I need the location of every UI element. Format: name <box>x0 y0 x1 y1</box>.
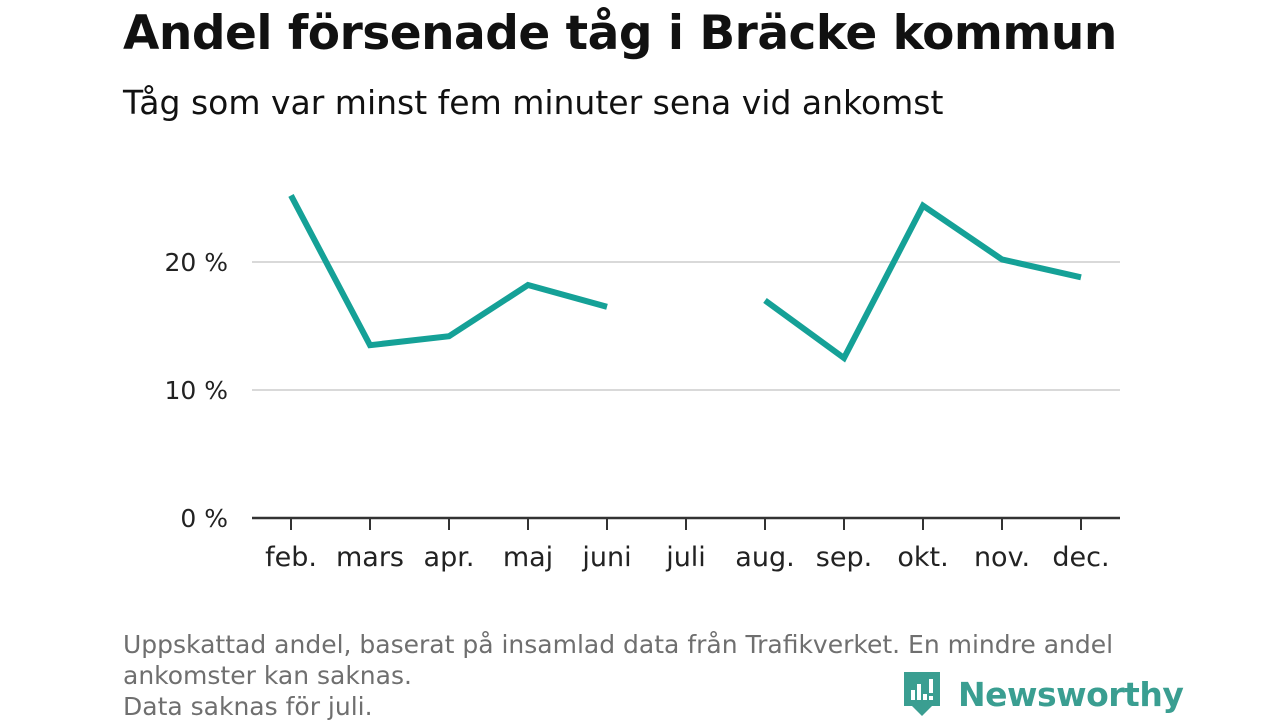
x-tick-label: juli <box>665 542 706 573</box>
x-tick-label: aug. <box>735 542 794 573</box>
footnote-line-2: ankomster kan saknas. <box>123 661 412 690</box>
series-line <box>763 201 1082 363</box>
x-tick-label: dec. <box>1052 542 1109 573</box>
y-tick-label: 10 % <box>164 376 228 405</box>
footnote: Uppskattad andel, baserat på insamlad da… <box>123 629 1163 722</box>
footnote-line-1: Uppskattad andel, baserat på insamlad da… <box>123 630 1114 659</box>
y-tick-label: 20 % <box>164 248 228 277</box>
brand-name: Newsworthy <box>958 674 1184 714</box>
chart-title: Andel försenade tåg i Bräcke kommun <box>123 6 1117 61</box>
newsworthy-logo: Newsworthy <box>902 670 1184 718</box>
x-tick-label: okt. <box>897 542 948 573</box>
x-tick-label: feb. <box>265 542 317 573</box>
y-tick-label: 0 % <box>180 504 228 533</box>
x-tick-label: mars <box>336 542 404 573</box>
chart-subtitle: Tåg som var minst fem minuter sena vid a… <box>123 83 944 122</box>
x-tick-label: apr. <box>424 542 475 573</box>
x-tick-label: nov. <box>974 542 1030 573</box>
newsworthy-logo-icon <box>904 672 940 716</box>
footnote-line-3: Data saknas för juli. <box>123 692 373 721</box>
series-line <box>288 194 608 349</box>
x-tick-label: juni <box>581 542 631 573</box>
x-tick-label: sep. <box>816 542 872 573</box>
x-tick-label: maj <box>503 542 553 573</box>
